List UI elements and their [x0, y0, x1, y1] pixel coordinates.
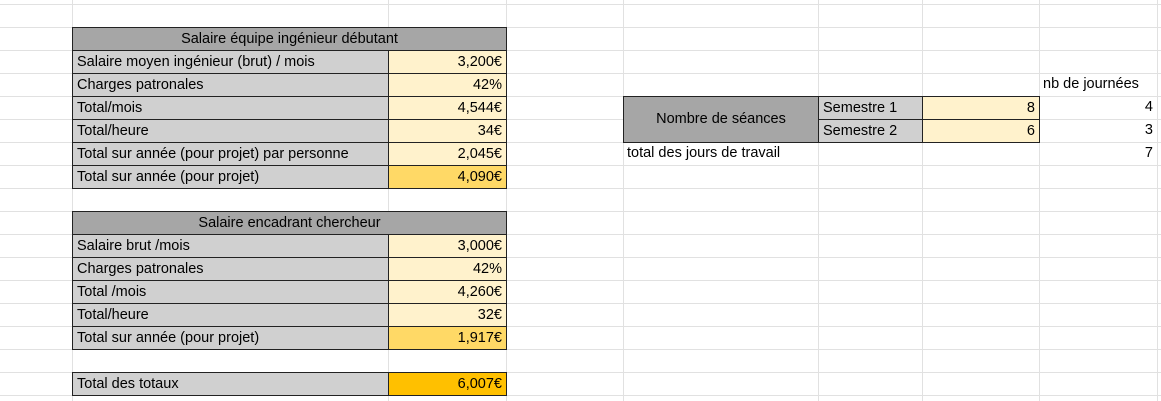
total-jours-value[interactable]: 7	[1144, 145, 1153, 161]
gridline	[1157, 0, 1158, 401]
nb-journees-header[interactable]: nb de journées	[1043, 76, 1139, 92]
gridline	[922, 0, 923, 401]
gridline	[0, 395, 1161, 396]
gridline	[0, 188, 1161, 189]
gridline	[0, 4, 1161, 5]
gridline	[0, 142, 1161, 143]
engineer-salary-header[interactable]: Salaire équipe ingénieur débutant	[72, 27, 507, 51]
engineer-row-value[interactable]: 2,045€	[388, 142, 507, 166]
gridline	[0, 119, 1161, 120]
semestre-label[interactable]: Semestre 2	[818, 119, 923, 143]
supervisor-salary-header[interactable]: Salaire encadrant chercheur	[72, 211, 507, 235]
engineer-row-label[interactable]: Salaire moyen ingénieur (brut) / mois	[72, 50, 389, 74]
engineer-annual-total-value[interactable]: 4,090€	[388, 165, 507, 189]
gridline	[0, 96, 1161, 97]
engineer-row-value[interactable]: 42%	[388, 73, 507, 97]
gridline	[818, 0, 819, 401]
grand-total-label[interactable]: Total des totaux	[72, 372, 389, 396]
gridline	[0, 303, 1161, 304]
gridline	[0, 349, 1161, 350]
engineer-row-value[interactable]: 34€	[388, 119, 507, 143]
nombre-seances-label[interactable]: Nombre de séances	[623, 96, 819, 143]
supervisor-annual-total-label[interactable]: Total sur année (pour projet)	[72, 326, 389, 350]
gridline	[0, 372, 1161, 373]
gridline	[0, 165, 1161, 166]
supervisor-row-value[interactable]: 42%	[388, 257, 507, 281]
gridline	[0, 234, 1161, 235]
semestre-label[interactable]: Semestre 1	[818, 96, 923, 120]
supervisor-row-label[interactable]: Salaire brut /mois	[72, 234, 389, 258]
supervisor-row-value[interactable]: 3,000€	[388, 234, 507, 258]
supervisor-row-label[interactable]: Total/heure	[72, 303, 389, 327]
supervisor-row-value[interactable]: 32€	[388, 303, 507, 327]
engineer-annual-total-label[interactable]: Total sur année (pour projet)	[72, 165, 389, 189]
gridline	[0, 73, 1161, 74]
supervisor-row-label[interactable]: Charges patronales	[72, 257, 389, 281]
gridline	[0, 27, 1161, 28]
engineer-row-label[interactable]: Charges patronales	[72, 73, 389, 97]
gridline	[0, 326, 1161, 327]
total-jours-label[interactable]: total des jours de travail	[627, 145, 781, 161]
gridline	[0, 280, 1161, 281]
engineer-row-label[interactable]: Total sur année (pour projet) par person…	[72, 142, 389, 166]
gridline	[0, 211, 1161, 212]
gridline	[1039, 0, 1040, 401]
gridline	[72, 0, 73, 401]
gridline	[0, 257, 1161, 258]
supervisor-row-label[interactable]: Total /mois	[72, 280, 389, 304]
gridline	[0, 50, 1161, 51]
journees-count[interactable]: 4	[1144, 99, 1153, 115]
engineer-row-value[interactable]: 3,200€	[388, 50, 507, 74]
journees-count[interactable]: 3	[1144, 122, 1153, 138]
gridline	[506, 0, 507, 401]
gridline	[623, 0, 624, 401]
engineer-row-label[interactable]: Total/mois	[72, 96, 389, 120]
engineer-row-value[interactable]: 4,544€	[388, 96, 507, 120]
grand-total-value[interactable]: 6,007€	[388, 372, 507, 396]
engineer-row-label[interactable]: Total/heure	[72, 119, 389, 143]
supervisor-annual-total-value[interactable]: 1,917€	[388, 326, 507, 350]
supervisor-row-value[interactable]: 4,260€	[388, 280, 507, 304]
gridline	[388, 0, 389, 401]
seances-count[interactable]: 6	[922, 119, 1040, 143]
seances-count[interactable]: 8	[922, 96, 1040, 120]
